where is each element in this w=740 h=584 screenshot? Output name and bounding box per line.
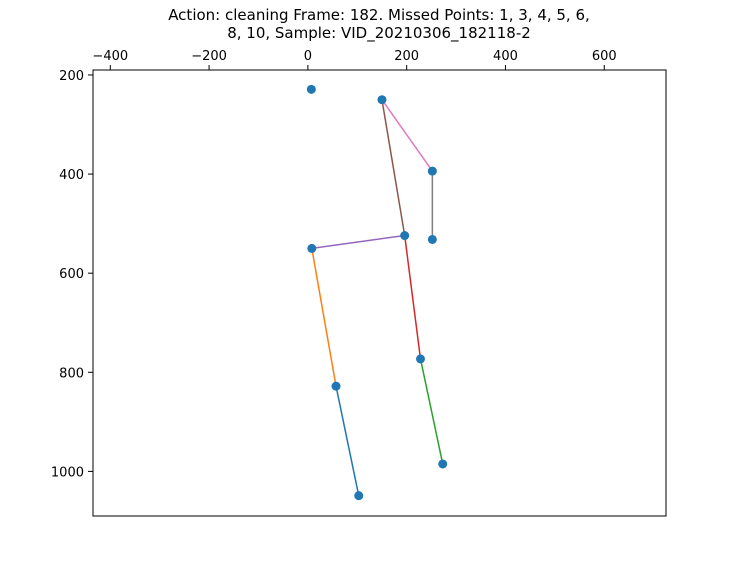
keypoint-marker bbox=[307, 243, 317, 253]
skeleton-segment bbox=[311, 248, 337, 387]
keypoint-marker bbox=[415, 354, 425, 364]
chart-title-line-1: Action: cleaning Frame: 182. Missed Poin… bbox=[168, 6, 590, 24]
y-tick-label: 800 bbox=[59, 366, 84, 381]
skeleton-segment bbox=[403, 235, 422, 360]
y-tick-label: 200 bbox=[59, 69, 84, 84]
skeleton-segment bbox=[311, 234, 405, 250]
x-tick-label: 400 bbox=[493, 49, 518, 64]
x-axis-top: −400 −200 0 200 400 600 bbox=[92, 49, 617, 70]
x-tick-label: 600 bbox=[592, 49, 617, 64]
keypoints bbox=[306, 84, 448, 501]
keypoint-marker bbox=[427, 166, 437, 176]
keypoint-marker bbox=[438, 459, 448, 469]
keypoint-marker bbox=[427, 234, 437, 244]
x-tick-label: −400 bbox=[92, 49, 128, 64]
y-tick-label: 400 bbox=[59, 168, 84, 183]
keypoint-marker bbox=[331, 381, 341, 391]
x-tick-label: 200 bbox=[394, 49, 419, 64]
y-tick-label: 600 bbox=[59, 267, 84, 282]
skeleton-segment bbox=[381, 99, 433, 172]
skeleton-segment bbox=[381, 99, 406, 236]
x-tick-label: −200 bbox=[191, 49, 227, 64]
keypoint-marker bbox=[377, 95, 387, 105]
keypoint-marker bbox=[400, 231, 410, 241]
chart-title-line-2: 8, 10, Sample: VID_20210306_182118-2 bbox=[227, 24, 531, 43]
skeleton-segments bbox=[311, 99, 444, 496]
y-tick-label: 1000 bbox=[51, 465, 84, 480]
plot-area-frame bbox=[92, 69, 667, 517]
keypoint-marker bbox=[306, 84, 316, 94]
y-axis-left: 200 400 600 800 1000 bbox=[51, 69, 93, 480]
skeleton-segment bbox=[335, 386, 360, 496]
keypoint-marker bbox=[354, 491, 364, 501]
skeleton-segment bbox=[419, 358, 444, 465]
x-tick-label: 0 bbox=[304, 49, 312, 64]
